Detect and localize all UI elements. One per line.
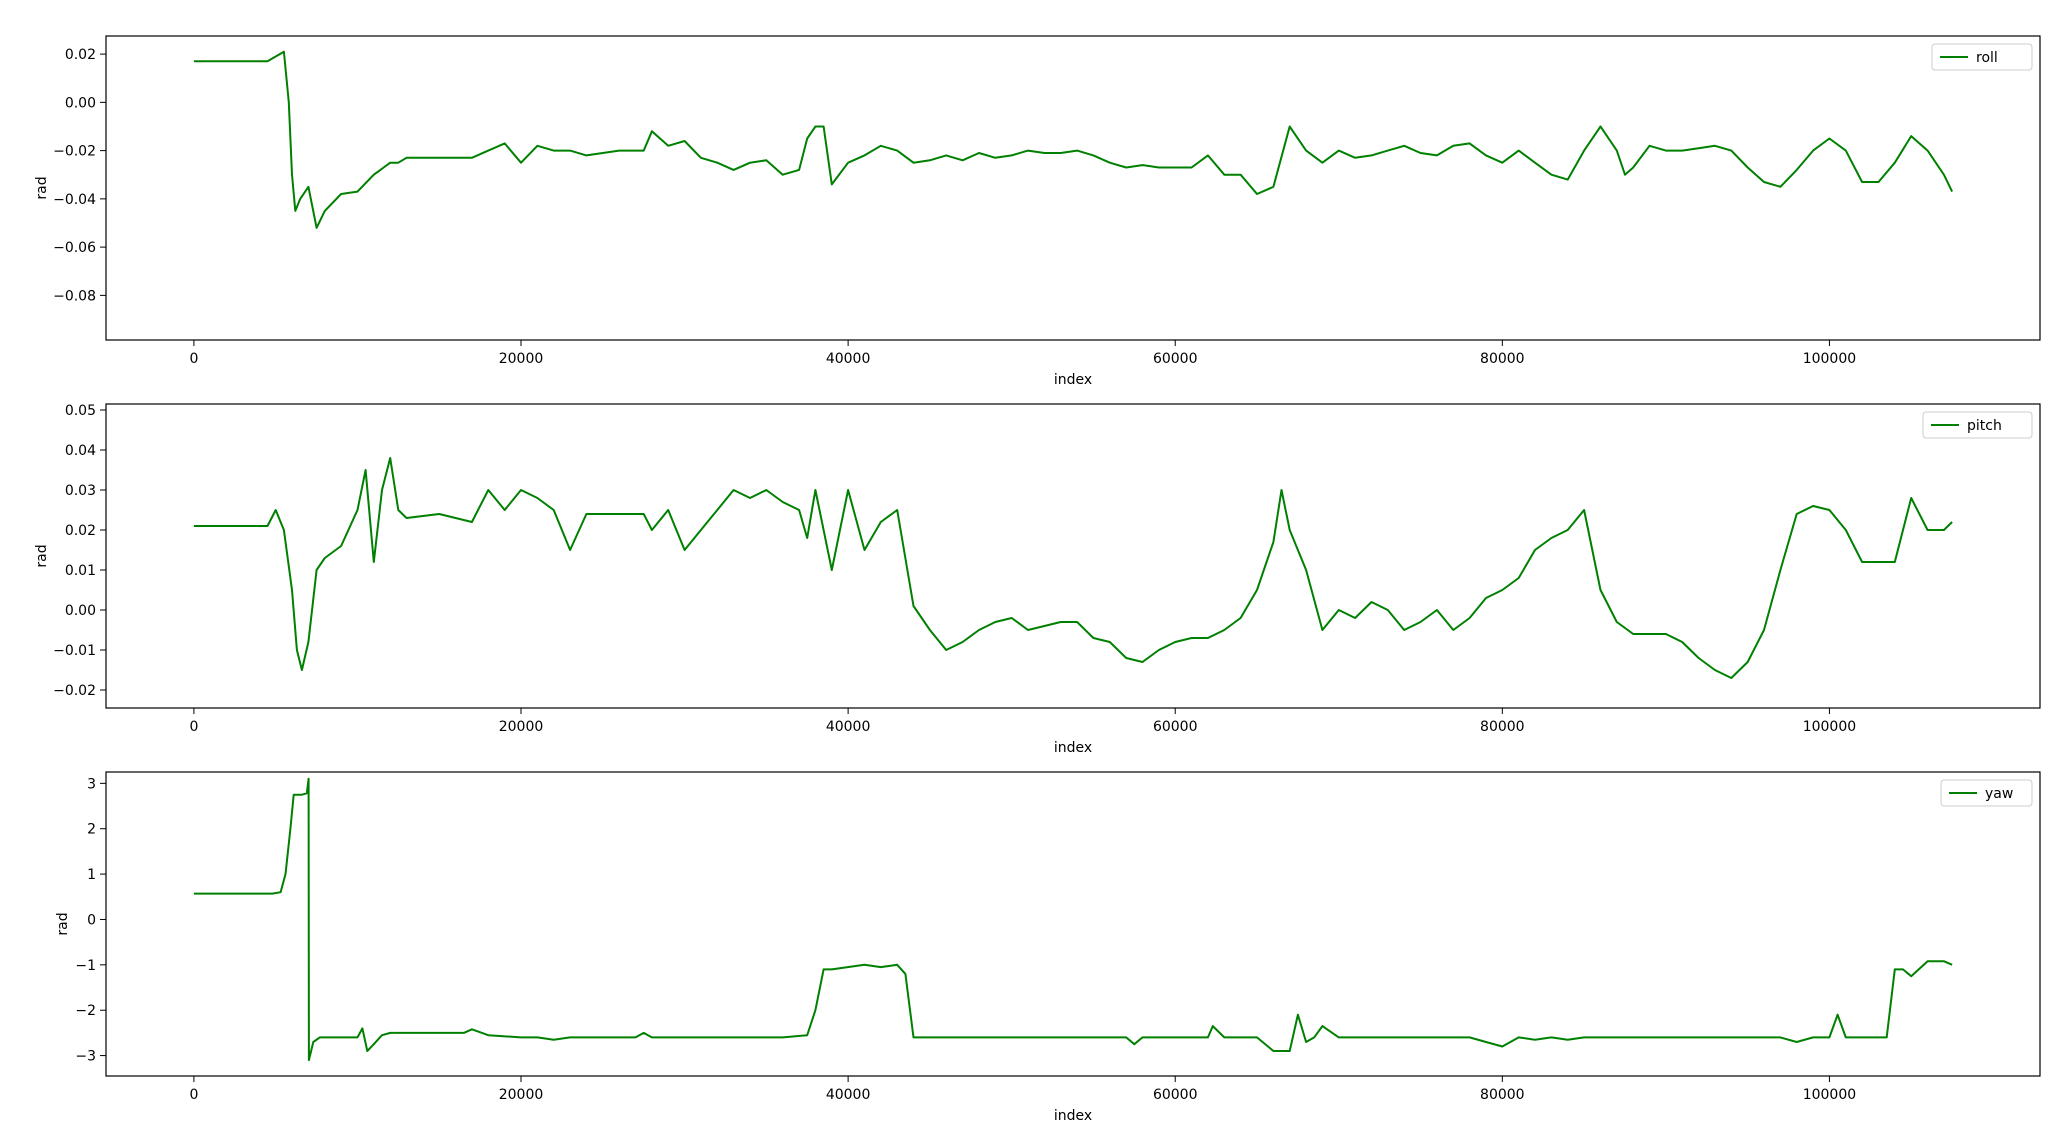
y-axis-label: rad bbox=[34, 544, 50, 567]
y-tick-label: 0.00 bbox=[65, 603, 96, 619]
legend-label: yaw bbox=[1985, 786, 2013, 802]
legend-box bbox=[1940, 779, 2033, 807]
y-tick-label: 0.02 bbox=[65, 523, 96, 539]
y-tick-label: 0.03 bbox=[65, 483, 96, 499]
x-tick-label: 20000 bbox=[499, 1087, 544, 1103]
y-tick-label: −0.08 bbox=[53, 288, 96, 304]
y-tick-label: 3 bbox=[87, 776, 96, 792]
x-tick-label: 40000 bbox=[826, 719, 871, 735]
legend-box bbox=[1931, 43, 2033, 71]
y-tick-label: −0.06 bbox=[53, 240, 96, 256]
yaw-series-line bbox=[193, 777, 1953, 1062]
y-tick-label: 1 bbox=[87, 867, 96, 883]
roll-series-line bbox=[193, 50, 1953, 229]
legend-label: pitch bbox=[1967, 418, 2002, 434]
y-tick-label: −0.01 bbox=[53, 643, 96, 659]
x-tick-label: 20000 bbox=[499, 351, 544, 367]
x-tick-label: 80000 bbox=[1480, 1087, 1525, 1103]
y-tick-label: 0.05 bbox=[65, 403, 96, 419]
y-tick-label: 0.00 bbox=[65, 95, 96, 111]
axes-frame bbox=[105, 35, 2041, 341]
y-tick-label: 0.04 bbox=[65, 443, 96, 459]
x-axis-label: index bbox=[1054, 740, 1092, 756]
axes-frame bbox=[105, 771, 2041, 1077]
x-tick-label: 80000 bbox=[1480, 719, 1525, 735]
legend-box bbox=[1922, 411, 2033, 439]
x-tick-label: 60000 bbox=[1153, 1087, 1198, 1103]
y-tick-label: 0.01 bbox=[65, 563, 96, 579]
y-tick-label: −1 bbox=[75, 958, 96, 974]
y-tick-label: 2 bbox=[87, 822, 96, 838]
y-tick-label: −3 bbox=[75, 1049, 96, 1065]
x-tick-label: 40000 bbox=[826, 1087, 871, 1103]
y-tick-label: −0.04 bbox=[53, 192, 96, 208]
y-tick-label: 0.02 bbox=[65, 47, 96, 63]
x-tick-label: 20000 bbox=[499, 719, 544, 735]
axes-frame bbox=[105, 403, 2041, 709]
x-tick-label: 80000 bbox=[1480, 351, 1525, 367]
x-axis-label: index bbox=[1054, 1108, 1092, 1124]
x-tick-label: 0 bbox=[189, 719, 198, 735]
x-tick-label: 100000 bbox=[1803, 719, 1856, 735]
roll-subplot: 0 20000 40000 60000 80000 100000 0.02 0.00 −0.02… bbox=[34, 35, 2041, 388]
x-tick-label: 40000 bbox=[826, 351, 871, 367]
x-tick-label: 100000 bbox=[1803, 351, 1856, 367]
x-tick-label: 100000 bbox=[1803, 1087, 1856, 1103]
y-tick-label: −2 bbox=[75, 1003, 96, 1019]
x-axis-label: index bbox=[1054, 372, 1092, 388]
x-tick-label: 60000 bbox=[1153, 719, 1198, 735]
pitch-series-line bbox=[193, 457, 1953, 679]
yaw-subplot: 0 20000 40000 60000 80000 100000 3 2 1 0 −1 −2 −3 ind… bbox=[55, 771, 2041, 1124]
x-tick-label: 0 bbox=[189, 1087, 198, 1103]
x-tick-label: 60000 bbox=[1153, 351, 1198, 367]
pitch-subplot: 0 20000 40000 60000 80000 100000 0.05 0.04 0.03 0… bbox=[34, 403, 2041, 756]
legend-label: roll bbox=[1976, 50, 1998, 66]
y-axis-label: rad bbox=[55, 912, 71, 935]
y-tick-label: −0.02 bbox=[53, 683, 96, 699]
y-tick-label: −0.02 bbox=[53, 144, 96, 160]
y-axis-label: rad bbox=[34, 176, 50, 199]
y-tick-label: 0 bbox=[87, 912, 96, 928]
x-tick-label: 0 bbox=[189, 351, 198, 367]
